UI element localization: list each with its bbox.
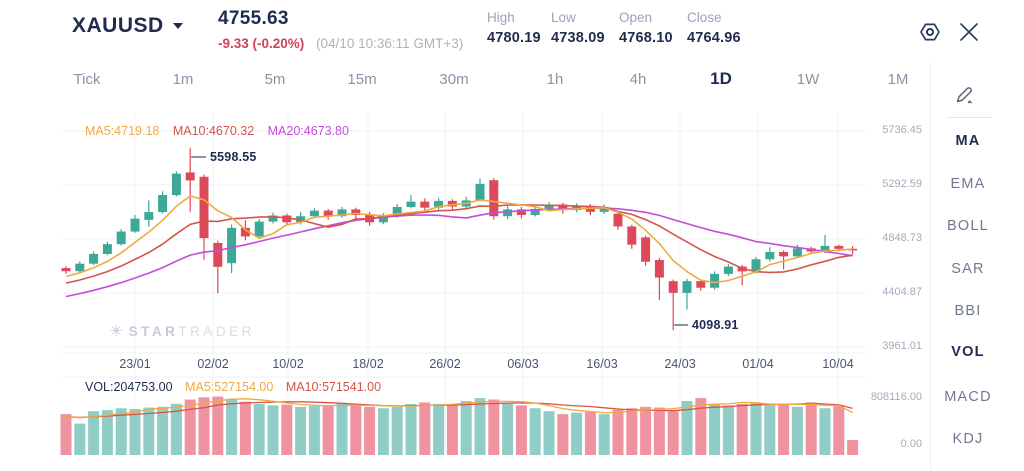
sidebar-item-sar[interactable]: SAR — [951, 261, 985, 277]
sidebar-item-vol[interactable]: VOL — [951, 344, 985, 360]
date-label: 10/02 — [272, 357, 304, 371]
price-axis-label: 3961.01 — [882, 340, 922, 352]
stat-label: High — [487, 10, 515, 25]
indicator-sidebar: MA EMA BOLL SAR BBI VOL MACD KDJ — [930, 62, 1024, 471]
volume-legend: VOL:204753.00 MA5:527154.00 MA10:571541.… — [85, 380, 390, 394]
price-axis-label: 5292.59 — [882, 178, 922, 190]
vol-ma5-legend: MA5:527154.00 — [185, 380, 274, 394]
date-label: 10/04 — [822, 357, 854, 371]
stat-value: 4780.19 — [487, 30, 541, 46]
chevron-down-icon — [172, 23, 183, 29]
quote-timestamp: (04/10 10:36:11 GMT+3) — [316, 36, 464, 51]
date-label: 24/03 — [664, 357, 696, 371]
tab-1d[interactable]: 1D — [710, 69, 732, 88]
date-label: 16/03 — [586, 357, 618, 371]
volume-axis-max: 808116.00 — [870, 391, 922, 403]
settings-button[interactable] — [918, 20, 942, 44]
vol-ma10-legend: MA10:571541.00 — [285, 380, 382, 394]
price-axis-label: 4848.73 — [882, 232, 922, 244]
star-icon: ✳ — [110, 323, 123, 340]
ma5-legend: MA5:4719.18 — [85, 124, 160, 138]
tab-4h[interactable]: 4h — [629, 71, 647, 88]
last-price: 4755.63 — [218, 8, 289, 29]
stat-value: 4764.96 — [687, 30, 741, 46]
high-annotation: 5598.55 — [210, 150, 257, 164]
tab-15m[interactable]: 15m — [347, 71, 377, 88]
sidebar-item-bbi[interactable]: BBI — [954, 303, 982, 319]
price-subrow: -9.33 (-0.20%) (04/10 10:36:11 GMT+3) — [218, 36, 463, 51]
stat-close: Close 4764.96 — [687, 10, 757, 46]
price-change: -9.33 (-0.20%) — [218, 36, 305, 51]
sidebar-divider — [946, 117, 992, 118]
symbol-label: XAUUSD — [72, 14, 164, 37]
stat-open: Open 4768.10 — [619, 10, 689, 46]
tab-30m[interactable]: 30m — [439, 71, 469, 88]
vol-value: VOL:204753.00 — [85, 380, 173, 394]
stat-value: 4768.10 — [619, 30, 673, 46]
volume-axis-min: 0.00 — [900, 438, 922, 450]
stat-high: High 4780.19 — [487, 10, 557, 46]
stat-label: Low — [551, 10, 576, 25]
gear-icon — [920, 23, 940, 41]
tab-5m[interactable]: 5m — [264, 71, 286, 88]
date-label: 06/03 — [507, 357, 539, 371]
date-label: 01/04 — [742, 357, 774, 371]
sidebar-item-kdj[interactable]: KDJ — [952, 431, 984, 447]
close-icon — [960, 23, 978, 41]
tab-tick[interactable]: Tick — [73, 71, 101, 88]
tab-1w[interactable]: 1W — [796, 71, 820, 88]
date-label: 18/02 — [352, 357, 384, 371]
brand-watermark: ✳ STAR TRADER — [110, 323, 255, 340]
price-axis-label: 4404.87 — [882, 286, 922, 298]
tab-1h[interactable]: 1h — [546, 71, 564, 88]
ma-legend: MA5:4719.18 MA10:4670.32 MA20:4673.80 — [85, 124, 359, 138]
edit-indicators-button[interactable] — [953, 83, 977, 107]
price-axis-label: 5736.45 — [882, 124, 922, 136]
stat-low: Low 4738.09 — [551, 10, 621, 46]
ma20-legend: MA20:4673.80 — [267, 124, 349, 138]
low-annotation: 4098.91 — [692, 318, 739, 332]
symbol-selector[interactable]: XAUUSD — [72, 14, 183, 38]
stat-label: Open — [619, 10, 653, 25]
stat-label: Close — [687, 10, 722, 25]
sidebar-item-macd[interactable]: MACD — [944, 389, 992, 405]
date-label: 02/02 — [197, 357, 229, 371]
date-label: 26/02 — [429, 357, 461, 371]
close-button[interactable] — [957, 20, 981, 44]
ma10-legend: MA10:4670.32 — [172, 124, 255, 138]
sidebar-item-boll[interactable]: BOLL — [947, 218, 989, 234]
sidebar-item-ma[interactable]: MA — [955, 133, 981, 149]
sidebar-item-ema[interactable]: EMA — [950, 176, 986, 192]
date-label: 23/01 — [119, 357, 151, 371]
stat-value: 4738.09 — [551, 30, 605, 46]
tab-1m[interactable]: 1M — [887, 71, 909, 88]
tab-1m[interactable]: 1m — [172, 71, 194, 88]
